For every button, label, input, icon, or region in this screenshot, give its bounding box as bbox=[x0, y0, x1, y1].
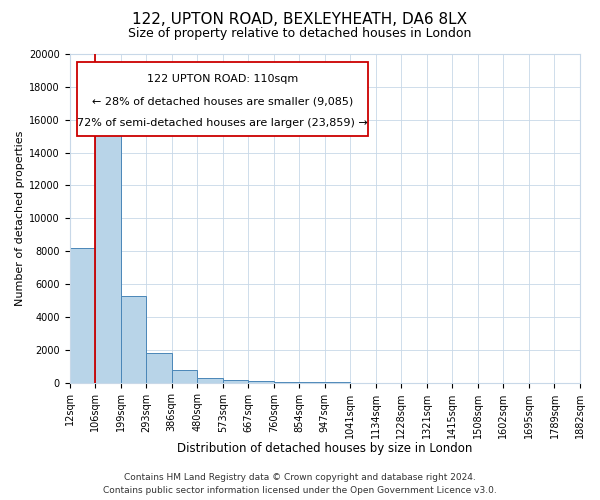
Bar bbox=[121, 296, 146, 382]
Text: 122 UPTON ROAD: 110sqm: 122 UPTON ROAD: 110sqm bbox=[147, 74, 298, 85]
Text: 72% of semi-detached houses are larger (23,859) →: 72% of semi-detached houses are larger (… bbox=[77, 118, 368, 128]
Bar bbox=[197, 378, 223, 382]
Bar bbox=[70, 248, 95, 382]
Bar bbox=[172, 370, 197, 382]
Text: Contains HM Land Registry data © Crown copyright and database right 2024.
Contai: Contains HM Land Registry data © Crown c… bbox=[103, 473, 497, 495]
FancyBboxPatch shape bbox=[77, 62, 368, 136]
Text: Size of property relative to detached houses in London: Size of property relative to detached ho… bbox=[128, 28, 472, 40]
Text: ← 28% of detached houses are smaller (9,085): ← 28% of detached houses are smaller (9,… bbox=[92, 96, 353, 106]
X-axis label: Distribution of detached houses by size in London: Distribution of detached houses by size … bbox=[177, 442, 473, 455]
Bar bbox=[146, 353, 172, 382]
Bar bbox=[95, 110, 121, 382]
Bar bbox=[223, 380, 248, 382]
Text: 122, UPTON ROAD, BEXLEYHEATH, DA6 8LX: 122, UPTON ROAD, BEXLEYHEATH, DA6 8LX bbox=[133, 12, 467, 28]
Bar bbox=[248, 381, 274, 382]
Y-axis label: Number of detached properties: Number of detached properties bbox=[15, 130, 25, 306]
